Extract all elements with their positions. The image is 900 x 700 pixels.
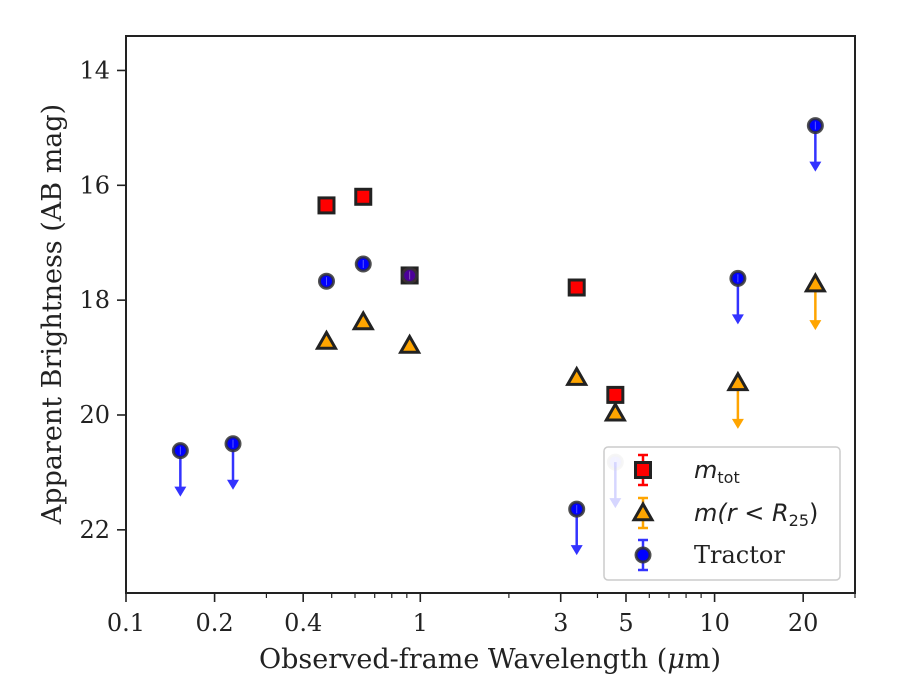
y-tick-label: 14 bbox=[79, 56, 110, 84]
tractor-point bbox=[171, 442, 189, 460]
mr25-point bbox=[803, 272, 827, 293]
legend-handle-mtot bbox=[634, 453, 652, 487]
x-axis-title: Observed-frame Wavelength (μm) bbox=[259, 644, 721, 675]
legend-handle-tractor bbox=[634, 538, 652, 572]
x-tick-label: 5 bbox=[618, 609, 633, 637]
tractor-upper-limit-arrow-head bbox=[227, 479, 240, 490]
tractor-point bbox=[806, 117, 824, 135]
tractor-upper-limit-arrow-head bbox=[731, 314, 744, 325]
y-axis-ticks: 14 16 18 20 22 bbox=[79, 56, 126, 544]
mr25-upper-limit-arrow-head bbox=[731, 418, 744, 429]
y-tick-label: 18 bbox=[79, 286, 110, 314]
plot-frame bbox=[125, 35, 856, 594]
x-tick-label: 3 bbox=[553, 609, 568, 637]
y-tick-label: 16 bbox=[79, 171, 110, 199]
tractor-point bbox=[354, 255, 372, 273]
tractor-point bbox=[729, 269, 747, 287]
x-tick-label: 20 bbox=[788, 609, 819, 637]
x-axis-ticks: 0.1 0.2 0.4 1 3 5 10 20 bbox=[107, 593, 856, 637]
mtot-point bbox=[606, 385, 625, 404]
mtot-point bbox=[567, 278, 586, 297]
tractor-point bbox=[401, 266, 419, 284]
y-axis-title: Apparent Brightness (AB mag) bbox=[37, 104, 68, 525]
tractor-point bbox=[568, 500, 586, 518]
legend-label-tractor: Tractor bbox=[694, 541, 785, 569]
legend-marker-mr25 bbox=[631, 500, 655, 522]
y-tick-label: 20 bbox=[79, 401, 110, 429]
legend-handle-mr25 bbox=[631, 496, 655, 530]
x-tick-label: 0.2 bbox=[196, 609, 234, 637]
series-mr25 bbox=[314, 272, 827, 429]
x-tick-label: 0.4 bbox=[284, 609, 322, 637]
y-tick-label: 22 bbox=[79, 516, 110, 544]
legend-marker-mtot bbox=[634, 461, 652, 479]
legend: mtot m(r < R25) Tractor bbox=[603, 446, 841, 581]
tractor-upper-limit-arrow-head bbox=[174, 486, 187, 497]
legend-marker-tractor bbox=[634, 546, 652, 564]
x-tick-label: 1 bbox=[413, 609, 428, 637]
tractor-upper-limit-arrow-head bbox=[570, 545, 583, 556]
mr25-point bbox=[351, 309, 375, 331]
legend-label-mtot: mtot bbox=[694, 456, 740, 487]
legend-box bbox=[603, 446, 841, 581]
mr25-point bbox=[726, 370, 750, 392]
mtot-point bbox=[317, 196, 336, 215]
mr25-point bbox=[398, 333, 422, 354]
x-tick-label: 10 bbox=[699, 609, 730, 637]
mr25-upper-limit-arrow-head bbox=[809, 320, 822, 331]
mr25-point bbox=[565, 365, 589, 386]
mr25-point bbox=[603, 401, 627, 422]
x-tick-label: 0.1 bbox=[107, 609, 145, 637]
mtot-point bbox=[354, 187, 373, 206]
tractor-point bbox=[224, 435, 242, 453]
legend-label-mr25: m(r < R25) bbox=[694, 499, 818, 530]
tractor-point bbox=[317, 272, 335, 290]
tractor-upper-limit-arrow-head bbox=[809, 161, 822, 172]
mr25-point bbox=[314, 329, 339, 350]
